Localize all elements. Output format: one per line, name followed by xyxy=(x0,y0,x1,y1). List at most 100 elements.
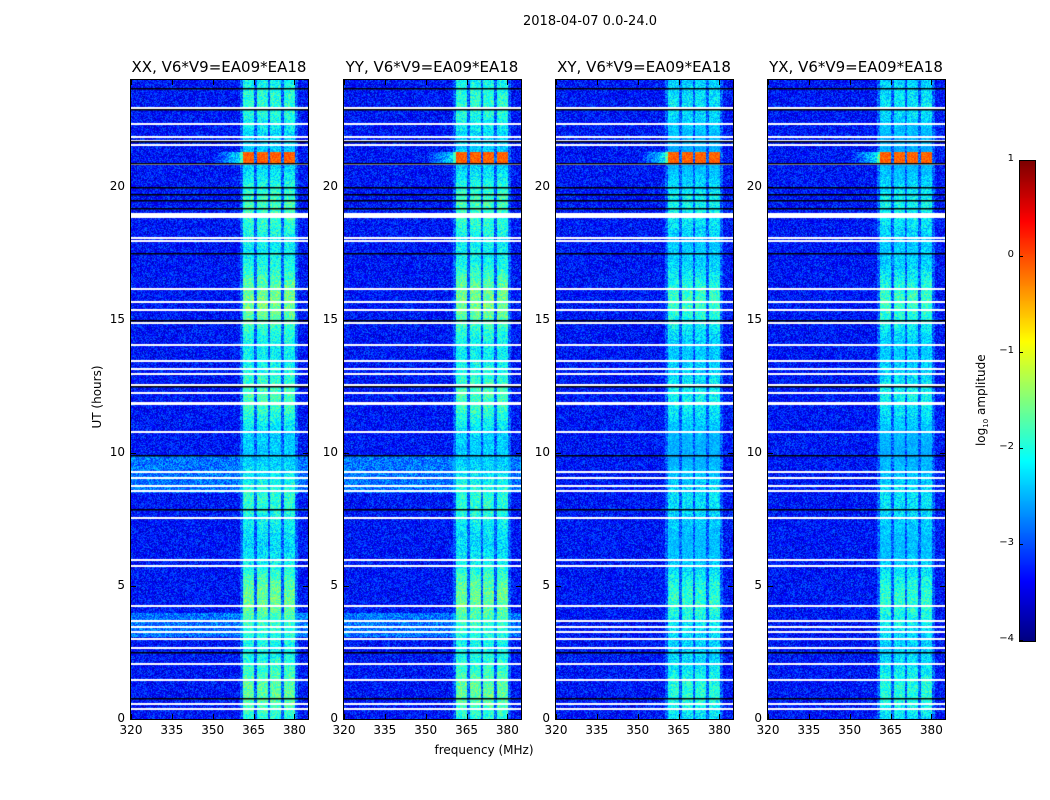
panel-title: YX, V6*V9=EA09*EA18 xyxy=(769,58,943,76)
y-tick-label: 5 xyxy=(117,577,125,592)
y-tick-mark xyxy=(131,186,136,188)
x-tick-mark xyxy=(768,714,769,719)
x-tick-mark xyxy=(171,714,173,719)
x-tick-mark xyxy=(556,714,557,719)
colorbar-tick-label: −2 xyxy=(999,441,1014,452)
x-tick-mark-top xyxy=(171,80,173,85)
y-tick-label: 15 xyxy=(109,311,125,326)
y-tick-mark xyxy=(768,319,773,321)
y-tick-mark-right xyxy=(940,452,945,454)
x-tick-label: 365 xyxy=(242,723,265,737)
x-tick-mark xyxy=(131,714,132,719)
x-tick-mark-top xyxy=(507,80,509,85)
x-tick-mark-top xyxy=(678,80,680,85)
y-tick-mark xyxy=(768,719,773,720)
y-tick-label: 15 xyxy=(534,311,550,326)
heatmap-cells xyxy=(344,80,521,719)
y-tick-mark xyxy=(344,585,349,587)
x-tick-mark xyxy=(931,714,933,719)
x-axis-label: frequency (MHz) xyxy=(434,743,534,757)
x-tick-mark-top xyxy=(768,80,769,85)
x-tick-label: 350 xyxy=(838,723,862,737)
y-tick-mark-right xyxy=(303,719,308,720)
y-tick-label: 0 xyxy=(117,711,125,725)
x-tick-mark xyxy=(637,714,639,719)
colorbar-tick-label: 1 xyxy=(1007,153,1014,164)
x-tick-label: 320 xyxy=(332,723,356,737)
heatmap-cells xyxy=(768,80,945,719)
y-tick-label: 20 xyxy=(322,178,338,193)
y-tick-label: 5 xyxy=(542,577,550,592)
y-tick-mark-right xyxy=(728,452,733,454)
x-tick-mark xyxy=(384,714,386,719)
x-tick-label: 350 xyxy=(201,723,225,737)
y-tick-mark xyxy=(556,186,561,188)
colorbar-tick-mark xyxy=(1019,640,1023,641)
x-tick-mark xyxy=(808,714,810,719)
y-tick-mark-right xyxy=(303,186,308,188)
y-tick-mark xyxy=(768,452,773,454)
x-tick-label: 335 xyxy=(797,723,821,737)
colorbar-tick-label: −1 xyxy=(999,345,1014,356)
y-tick-mark-right xyxy=(940,585,945,587)
y-tick-label: 20 xyxy=(109,178,125,193)
y-tick-label: 0 xyxy=(330,711,338,725)
x-tick-mark-top xyxy=(849,80,851,85)
x-tick-mark xyxy=(596,714,598,719)
y-tick-mark-right xyxy=(516,186,521,188)
x-tick-mark xyxy=(507,714,509,719)
y-tick-mark-right xyxy=(516,319,521,321)
x-tick-label: 335 xyxy=(373,723,397,737)
heatmap-panel xyxy=(767,79,946,720)
y-tick-label: 15 xyxy=(322,311,338,326)
y-tick-mark-right xyxy=(303,585,308,587)
x-tick-mark xyxy=(719,714,721,719)
y-tick-mark xyxy=(344,319,349,321)
heatmap-panel xyxy=(555,79,734,720)
x-tick-mark-top xyxy=(294,80,296,85)
y-tick-mark xyxy=(131,319,136,321)
heatmap-panel xyxy=(343,79,522,720)
y-tick-label: 10 xyxy=(109,444,125,459)
y-tick-mark xyxy=(768,585,773,587)
x-tick-label: 335 xyxy=(585,723,609,737)
y-tick-mark-right xyxy=(516,719,521,720)
x-tick-label: 320 xyxy=(119,723,143,737)
y-tick-mark-right xyxy=(516,585,521,587)
x-tick-mark-top xyxy=(425,80,427,85)
colorbar xyxy=(1019,160,1036,642)
colorbar-tick-mark xyxy=(1019,160,1023,161)
x-tick-label: 350 xyxy=(626,723,650,737)
x-tick-label: 380 xyxy=(495,723,519,737)
y-tick-mark xyxy=(131,585,136,587)
y-tick-mark-right xyxy=(303,452,308,454)
y-tick-label: 5 xyxy=(754,577,762,592)
heatmap-cells xyxy=(131,80,308,719)
x-tick-label: 380 xyxy=(707,723,731,737)
y-tick-mark xyxy=(556,585,561,587)
y-tick-mark-right xyxy=(516,452,521,454)
y-tick-label: 10 xyxy=(534,444,550,459)
colorbar-tick-mark xyxy=(1019,352,1023,353)
heatmap-cells xyxy=(556,80,733,719)
y-tick-mark xyxy=(344,719,349,720)
panel-title: XY, V6*V9=EA09*EA18 xyxy=(557,58,731,76)
x-tick-mark-top xyxy=(212,80,214,85)
heatmap-panel xyxy=(130,79,309,720)
y-tick-mark xyxy=(556,319,561,321)
y-tick-label: 10 xyxy=(746,444,762,459)
y-tick-label: 0 xyxy=(754,711,762,725)
y-tick-label: 10 xyxy=(322,444,338,459)
x-tick-label: 320 xyxy=(756,723,780,737)
x-tick-label: 380 xyxy=(282,723,306,737)
x-tick-mark-top xyxy=(719,80,721,85)
y-tick-mark xyxy=(556,719,561,720)
y-axis-label: UT (hours) xyxy=(90,365,104,429)
y-tick-label: 0 xyxy=(542,711,550,725)
x-tick-mark xyxy=(212,714,214,719)
y-tick-label: 15 xyxy=(746,311,762,326)
colorbar-tick-label: −3 xyxy=(999,537,1014,548)
y-tick-mark xyxy=(131,452,136,454)
x-tick-mark xyxy=(294,714,296,719)
colorbar-tick-mark xyxy=(1019,544,1023,545)
